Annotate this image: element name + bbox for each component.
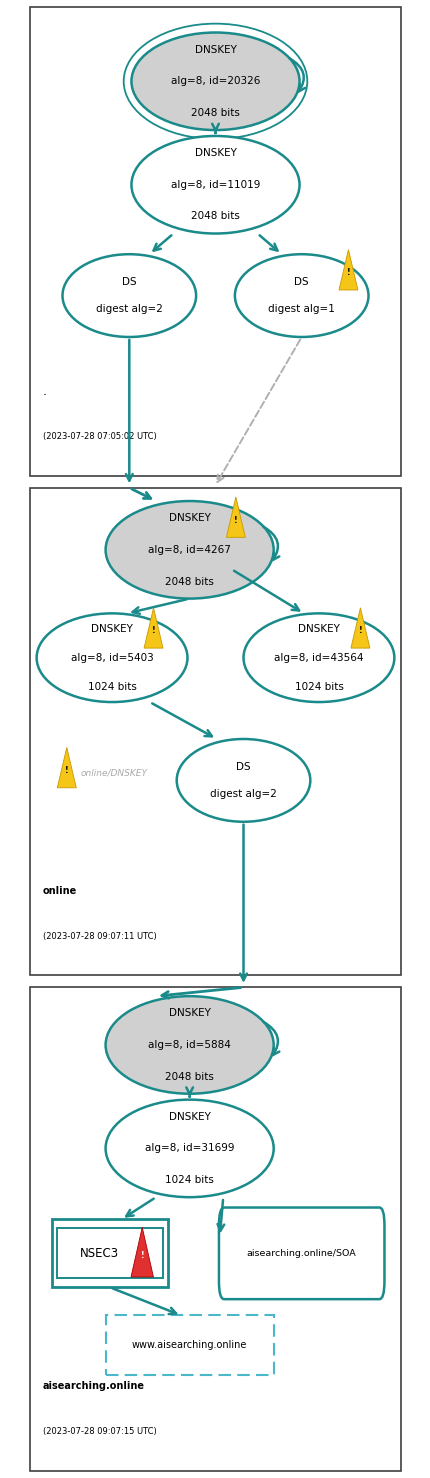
Ellipse shape xyxy=(131,136,299,234)
Text: DS: DS xyxy=(122,278,136,287)
Ellipse shape xyxy=(234,254,368,337)
Ellipse shape xyxy=(176,739,310,822)
Bar xyxy=(30,7,400,476)
FancyBboxPatch shape xyxy=(218,1208,384,1299)
FancyArrowPatch shape xyxy=(263,526,279,560)
Text: DNSKEY: DNSKEY xyxy=(168,513,210,523)
FancyArrowPatch shape xyxy=(289,58,304,92)
Polygon shape xyxy=(57,748,76,788)
Ellipse shape xyxy=(105,1100,273,1197)
Bar xyxy=(57,1228,163,1278)
Text: digest alg=1: digest alg=1 xyxy=(267,304,335,313)
Ellipse shape xyxy=(62,254,196,337)
Bar xyxy=(30,987,400,1471)
Text: online/DNSKEY: online/DNSKEY xyxy=(80,769,147,777)
Text: alg=8, id=5403: alg=8, id=5403 xyxy=(71,653,153,662)
Text: 1024 bits: 1024 bits xyxy=(87,681,136,692)
Text: (2023-07-28 09:07:11 UTC): (2023-07-28 09:07:11 UTC) xyxy=(43,931,157,940)
Bar xyxy=(30,488,400,975)
Text: aisearching.online/SOA: aisearching.online/SOA xyxy=(246,1249,356,1258)
Text: alg=8, id=31699: alg=8, id=31699 xyxy=(144,1144,234,1153)
Text: (2023-07-28 07:05:02 UTC): (2023-07-28 07:05:02 UTC) xyxy=(43,432,157,440)
Text: www.aisearching.online: www.aisearching.online xyxy=(132,1341,247,1349)
Text: alg=8, id=11019: alg=8, id=11019 xyxy=(170,180,260,189)
Text: DNSKEY: DNSKEY xyxy=(194,44,236,55)
Text: !: ! xyxy=(151,627,155,636)
Text: 1024 bits: 1024 bits xyxy=(165,1175,214,1185)
Polygon shape xyxy=(131,1227,153,1277)
Text: NSEC3: NSEC3 xyxy=(80,1247,118,1259)
Text: !: ! xyxy=(233,516,237,525)
Ellipse shape xyxy=(37,613,187,702)
Text: DNSKEY: DNSKEY xyxy=(91,624,133,634)
FancyBboxPatch shape xyxy=(105,1315,273,1375)
Polygon shape xyxy=(226,497,245,538)
Ellipse shape xyxy=(105,996,273,1094)
Text: 1024 bits: 1024 bits xyxy=(294,681,343,692)
Text: 2048 bits: 2048 bits xyxy=(165,576,214,587)
Text: alg=8, id=20326: alg=8, id=20326 xyxy=(170,77,260,86)
Text: online: online xyxy=(43,887,77,896)
Text: alg=8, id=5884: alg=8, id=5884 xyxy=(148,1041,230,1049)
Text: !: ! xyxy=(65,766,68,774)
Ellipse shape xyxy=(105,501,273,599)
Polygon shape xyxy=(338,250,357,290)
FancyArrowPatch shape xyxy=(263,1021,279,1055)
Text: DNSKEY: DNSKEY xyxy=(168,1008,210,1018)
Text: DNSKEY: DNSKEY xyxy=(297,624,339,634)
Ellipse shape xyxy=(131,33,299,130)
Text: 2048 bits: 2048 bits xyxy=(190,108,240,118)
Text: digest alg=2: digest alg=2 xyxy=(209,789,276,798)
Text: !: ! xyxy=(140,1252,144,1261)
Text: DS: DS xyxy=(294,278,308,287)
Text: DNSKEY: DNSKEY xyxy=(194,148,236,158)
Text: 2048 bits: 2048 bits xyxy=(190,211,240,222)
Text: .: . xyxy=(43,384,47,398)
Ellipse shape xyxy=(243,613,393,702)
Polygon shape xyxy=(350,607,369,647)
Text: DS: DS xyxy=(236,763,250,772)
Text: DNSKEY: DNSKEY xyxy=(168,1111,210,1122)
Text: aisearching.online: aisearching.online xyxy=(43,1382,145,1391)
Text: alg=8, id=43564: alg=8, id=43564 xyxy=(273,653,363,662)
Text: !: ! xyxy=(346,268,350,278)
Text: digest alg=2: digest alg=2 xyxy=(95,304,163,313)
Text: (2023-07-28 09:07:15 UTC): (2023-07-28 09:07:15 UTC) xyxy=(43,1426,157,1435)
Text: 2048 bits: 2048 bits xyxy=(165,1072,214,1082)
Polygon shape xyxy=(144,607,163,647)
Text: alg=8, id=4267: alg=8, id=4267 xyxy=(148,545,230,554)
Bar xyxy=(52,1219,168,1287)
Text: !: ! xyxy=(358,627,361,636)
